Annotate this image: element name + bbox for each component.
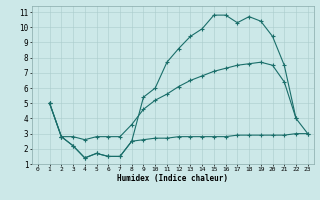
X-axis label: Humidex (Indice chaleur): Humidex (Indice chaleur) bbox=[117, 174, 228, 183]
